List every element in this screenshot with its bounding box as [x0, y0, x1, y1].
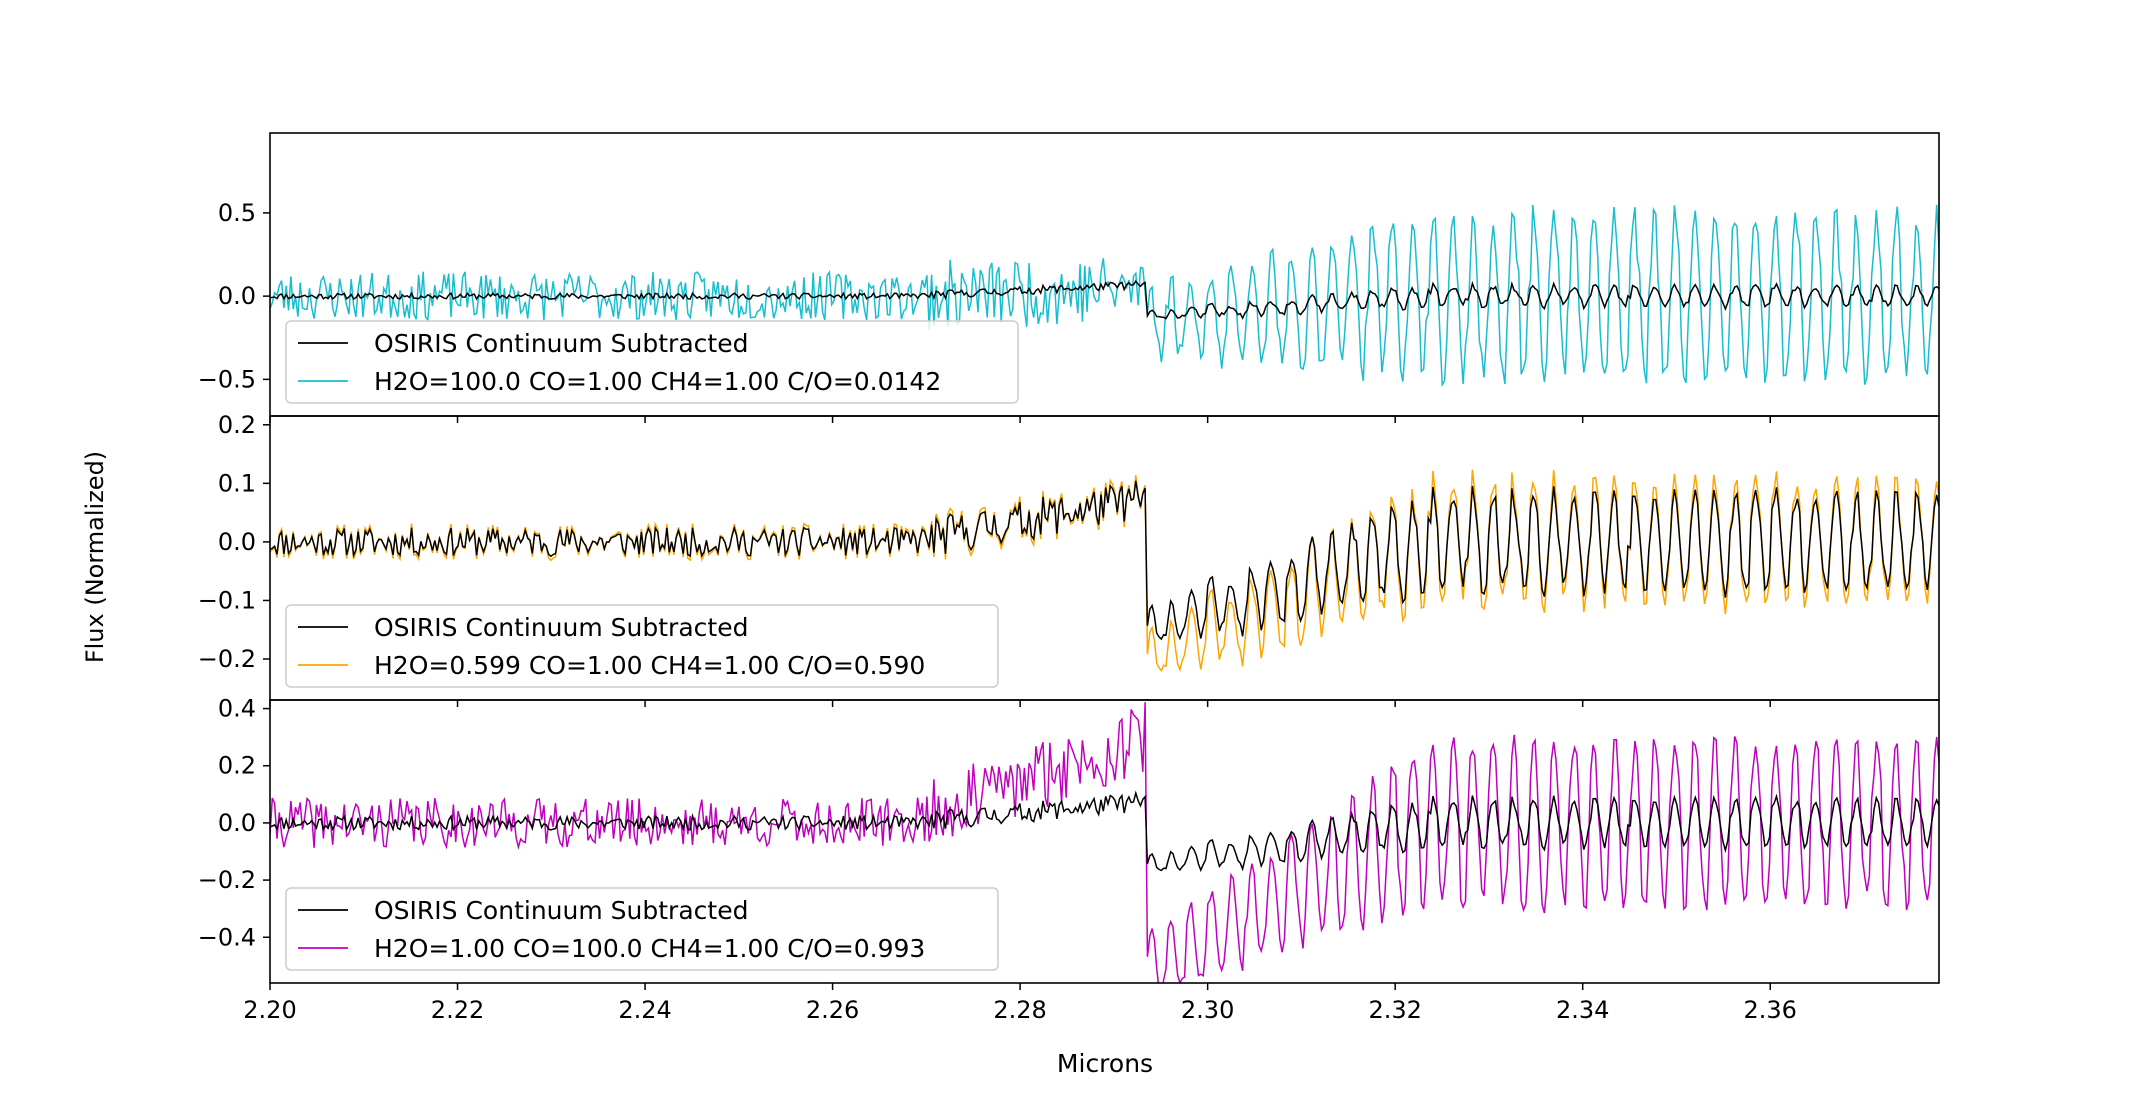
legend-box: [285, 604, 999, 688]
panel-middle: −0.2 −0.1 0.0 0.1 0.2 OSIRIS Continuum Subtra…: [198, 411, 1940, 707]
legend-label: OSIRIS Continuum Subtracted: [374, 896, 748, 925]
y-tick-label: 0.0: [218, 282, 256, 310]
legend: OSIRIS Continuum Subtracted H2O=100.0 CO=…: [285, 320, 1019, 404]
series-line-0: [270, 790, 1939, 873]
y-tick-label: −0.2: [198, 866, 256, 894]
legend-box: [285, 887, 999, 971]
legend-label: H2O=100.0 CO=1.00 CH4=1.00 C/O=0.0142: [374, 367, 941, 396]
y-tick-label: 0.4: [218, 695, 256, 723]
x-tick-label: 2.36: [1744, 996, 1797, 1024]
legend: OSIRIS Continuum Subtracted H2O=1.00 CO=1…: [285, 887, 999, 971]
y-tick-label: −0.5: [198, 365, 256, 393]
series-line-0: [270, 480, 1939, 641]
x-tick-label: 2.28: [993, 996, 1046, 1024]
series-line-1: [270, 204, 1939, 388]
x-tick-label: 2.30: [1181, 996, 1234, 1024]
series-lines: [270, 204, 1939, 388]
legend-label: H2O=0.599 CO=1.00 CH4=1.00 C/O=0.590: [374, 651, 925, 680]
x-axis-label: Microns: [1057, 1049, 1153, 1078]
legend-label: OSIRIS Continuum Subtracted: [374, 613, 748, 642]
x-tick-label: 2.32: [1368, 996, 1421, 1024]
legend-label: OSIRIS Continuum Subtracted: [374, 329, 748, 358]
panel-top: −0.5 0.0 0.5 OSIRIS Continuum Subtracted H2O…: [198, 132, 1940, 423]
x-tick-label: 2.34: [1556, 996, 1609, 1024]
y-tick-label: 0.0: [218, 809, 256, 837]
panel-bottom: −0.4 −0.2 0.0 0.2 0.4 2.20 2.22 2.24 2.26 2.28 2.3…: [198, 695, 1940, 1024]
axes-frame: [269, 699, 1940, 984]
y-tick-label: 0.1: [218, 469, 256, 497]
series-line-0: [270, 279, 1939, 320]
y-tick-label: 0.2: [218, 752, 256, 780]
x-tick-label: 2.26: [806, 996, 859, 1024]
legend-label: H2O=1.00 CO=100.0 CH4=1.00 C/O=0.993: [374, 934, 925, 963]
series-lines: [270, 469, 1939, 673]
x-tick-label: 2.22: [431, 996, 484, 1024]
y-tick-label: 0.0: [218, 528, 256, 556]
y-tick-label: −0.4: [198, 923, 256, 951]
x-tick-label: 2.20: [243, 996, 296, 1024]
series-lines: [270, 702, 1939, 983]
x-tick-label: 2.24: [618, 996, 671, 1024]
y-tick-label: 0.2: [218, 411, 256, 439]
y-tick-label: 0.5: [218, 199, 256, 227]
legend-box: [285, 320, 1019, 404]
legend: OSIRIS Continuum Subtracted H2O=0.599 CO=…: [285, 604, 999, 688]
y-tick-label: −0.2: [198, 645, 256, 673]
y-tick-label: −0.1: [198, 586, 256, 614]
y-axis-label: Flux (Normalized): [81, 451, 109, 663]
